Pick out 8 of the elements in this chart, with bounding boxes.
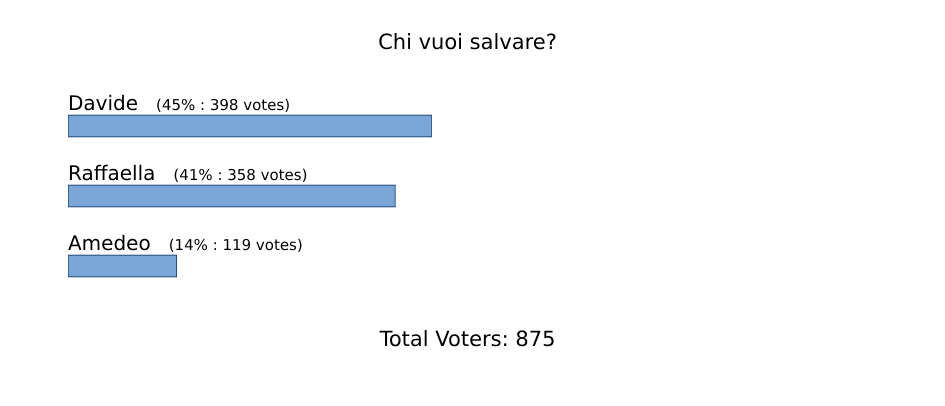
data-label: (14% : 119 votes) [168, 236, 303, 254]
y-tick-label: Amedeo [68, 231, 151, 255]
data-label: (45% : 398 votes) [156, 96, 290, 114]
text: Total Voters: 875 [378, 327, 556, 351]
chart-title: Chi vuoi salvare? [377, 30, 558, 54]
data-label: (41% : 358 votes) [173, 166, 308, 184]
y-tick-label: Davide [68, 91, 138, 115]
y-tick-label: Raffaella [68, 161, 156, 185]
